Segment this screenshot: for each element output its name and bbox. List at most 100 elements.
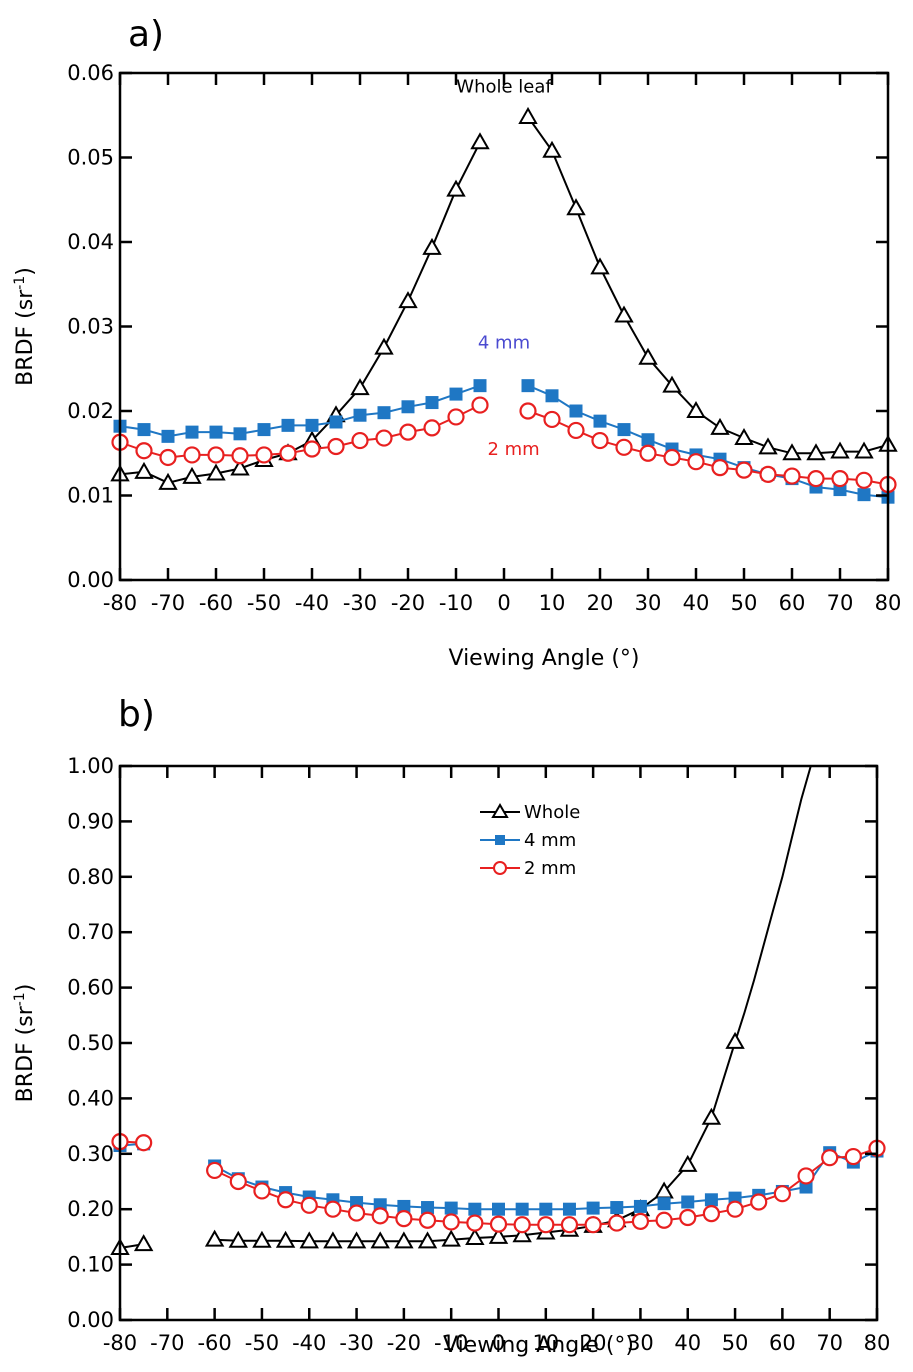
data-point-4mm — [515, 1202, 529, 1216]
data-point-2mm — [447, 408, 465, 426]
data-point-4mm — [185, 425, 199, 439]
data-point-2mm — [537, 1216, 555, 1234]
data-point-2mm — [276, 1191, 295, 1209]
data-point-4mm — [281, 418, 295, 432]
data-point-2mm — [821, 1149, 839, 1167]
data-point-2mm — [347, 1204, 366, 1222]
y-tick-label: 0.70 — [67, 920, 114, 944]
data-point-2mm — [831, 470, 849, 488]
x-tick-label: 20 — [580, 1331, 607, 1355]
data-point-2mm — [255, 446, 273, 464]
data-point-2mm — [807, 470, 825, 488]
data-point-2mm — [279, 444, 297, 462]
series-line-2mm — [119, 404, 481, 459]
data-point-whole — [686, 400, 706, 418]
x-tick-label: -40 — [295, 591, 329, 615]
data-point-whole — [422, 237, 442, 255]
x-tick-label: 50 — [722, 1331, 749, 1355]
data-point-2mm — [135, 442, 153, 460]
data-point-4mm — [425, 396, 439, 410]
legend-label-whole: Whole — [524, 802, 580, 823]
data-point-2mm — [303, 440, 321, 458]
series-2mm — [111, 396, 897, 494]
legend: Whole 4 mm 2 mm — [480, 802, 580, 879]
y-tick-label: 0.20 — [67, 1197, 114, 1221]
data-point-4mm — [353, 408, 367, 422]
data-point-2mm — [418, 1211, 437, 1229]
legend-label-4mm: 4 mm — [524, 830, 576, 851]
data-point-whole — [638, 347, 658, 365]
legend-marker-4mm — [495, 835, 505, 845]
data-point-whole — [346, 1231, 367, 1249]
x-tick-label: 30 — [635, 591, 662, 615]
panel-b-chart: b) -80 -70 -60 -50 -40 -30 -20 -10 0 10 20 30 40 50 60 7… — [12, 694, 890, 1358]
data-point-2mm — [466, 1214, 484, 1232]
y-tick-label: 0.02 — [67, 399, 114, 423]
data-point-whole — [590, 257, 610, 275]
x-tick-label: -40 — [292, 1331, 326, 1355]
y-tick-label: 0.10 — [67, 1253, 114, 1277]
data-point-4mm — [539, 1202, 553, 1216]
data-point-whole — [275, 1230, 296, 1248]
y-axis-title: BRDF (sr-1) — [12, 984, 38, 1103]
x-axis-title: Viewing Angle (°) — [449, 646, 640, 671]
data-point-whole — [710, 417, 730, 435]
x-tick-label: -10 — [439, 591, 473, 615]
data-point-2mm — [608, 1214, 626, 1232]
x-tick-label: 0 — [497, 591, 510, 615]
data-point-whole — [614, 305, 634, 323]
data-point-2mm — [300, 1196, 318, 1214]
x-tick-label: 80 — [875, 591, 902, 615]
data-point-2mm — [663, 448, 681, 467]
data-point-4mm — [233, 427, 247, 441]
x-tick-label: 10 — [532, 1331, 559, 1355]
y-tick-label: 0.90 — [67, 809, 114, 833]
data-point-whole — [350, 378, 370, 396]
data-point-4mm — [657, 1197, 671, 1211]
data-point-whole — [133, 1234, 154, 1252]
data-point-4mm — [257, 423, 271, 437]
data-point-2mm — [679, 1208, 697, 1227]
data-point-2mm — [471, 396, 489, 414]
data-point-2mm — [395, 1210, 413, 1228]
x-tick-label: 10 — [539, 591, 566, 615]
data-point-whole — [488, 1226, 509, 1244]
data-point-whole — [252, 1230, 272, 1248]
data-point-4mm — [586, 1201, 600, 1215]
y-tick-label: 0.00 — [67, 1308, 114, 1332]
x-tick-label: -80 — [103, 591, 137, 615]
data-point-whole — [158, 472, 178, 490]
x-tick-label: -10 — [434, 1331, 468, 1355]
panel-a-chart: a) -80 -70 -60 -50 -40 -30 -20 -10 0 10 20 30 40 50 60 7… — [12, 14, 901, 671]
data-point-4mm — [545, 389, 559, 403]
y-tick-label: 0.06 — [67, 61, 114, 85]
data-point-whole — [230, 458, 250, 476]
series-line-2mm — [527, 410, 889, 486]
data-point-4mm — [617, 423, 631, 437]
series-line-4mm — [119, 384, 481, 438]
data-point-4mm — [681, 1195, 695, 1209]
x-tick-label: -30 — [343, 591, 377, 615]
data-point-2mm — [615, 438, 633, 456]
y-tick-label: 0.50 — [67, 1031, 114, 1055]
data-point-4mm — [641, 433, 655, 447]
data-point-2mm — [584, 1216, 602, 1234]
x-tick-label: 80 — [864, 1331, 891, 1355]
data-point-4mm — [377, 406, 391, 420]
data-point-2mm — [159, 448, 177, 467]
data-point-4mm — [209, 425, 223, 439]
data-point-2mm — [183, 446, 201, 464]
data-point-whole — [678, 1154, 698, 1172]
data-point-4mm — [857, 488, 871, 502]
y-tick-label: 0.80 — [67, 865, 114, 889]
x-tick-label: 40 — [683, 591, 710, 615]
data-point-4mm — [593, 414, 607, 428]
x-tick-label: -60 — [197, 1331, 231, 1355]
series-whole — [110, 766, 812, 1255]
data-point-4mm — [329, 415, 343, 429]
data-point-2mm — [797, 1167, 815, 1185]
data-point-4mm — [161, 429, 175, 443]
x-tick-label: -50 — [247, 591, 281, 615]
data-point-2mm — [135, 1134, 153, 1152]
x-tick-label: -60 — [199, 591, 233, 615]
